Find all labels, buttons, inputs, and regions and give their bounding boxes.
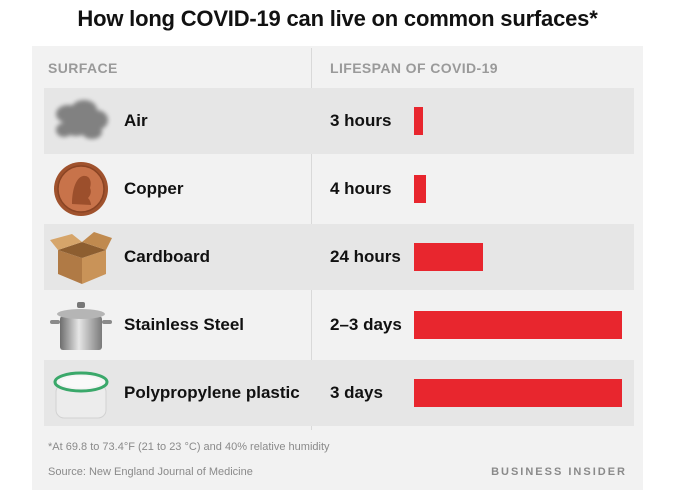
- table-row: Polypropylene plastic 3 days: [44, 360, 634, 426]
- table-row: Copper 4 hours: [44, 156, 634, 222]
- chart-title: How long COVID-19 can live on common sur…: [77, 6, 598, 31]
- lifespan-column-header: LIFESPAN OF COVID-19: [330, 60, 498, 76]
- surface-label: Air: [124, 111, 148, 130]
- lifespan-bar: [414, 175, 426, 203]
- lifespan-label: 3 hours: [330, 111, 392, 130]
- lifespan-label: 4 hours: [330, 179, 392, 198]
- lifespan-bar: [414, 311, 622, 339]
- lifespan-label: 2–3 days: [330, 315, 402, 334]
- source-note: Source: New England Journal of Medicine: [48, 466, 253, 478]
- smoke-cloud-icon: [48, 92, 114, 150]
- plastic-container-icon: [48, 364, 114, 422]
- brand-logo-text: BUSINESS INSIDER: [491, 466, 627, 478]
- lifespan-bar: [414, 379, 622, 407]
- surface-column-header: SURFACE: [48, 60, 118, 76]
- steel-pot-icon: [48, 296, 114, 354]
- lifespan-label: 24 hours: [330, 247, 401, 266]
- table-row: Air 3 hours: [44, 88, 634, 154]
- table-row: Stainless Steel 2–3 days: [44, 292, 634, 358]
- footnote: *At 69.8 to 73.4°F (21 to 23 °C) and 40%…: [48, 441, 330, 453]
- surface-label: Stainless Steel: [124, 315, 245, 334]
- surface-label: Cardboard: [124, 247, 210, 266]
- lifespan-bar: [414, 107, 423, 135]
- penny-coin-icon: [48, 160, 114, 218]
- surface-label: Polypropylene plastic: [124, 383, 300, 402]
- lifespan-bar: [414, 243, 483, 271]
- cardboard-box-icon: [48, 228, 114, 286]
- lifespan-label: 3 days: [330, 383, 383, 402]
- surface-label: Copper: [124, 179, 184, 198]
- table-row: Cardboard 24 hours: [44, 224, 634, 290]
